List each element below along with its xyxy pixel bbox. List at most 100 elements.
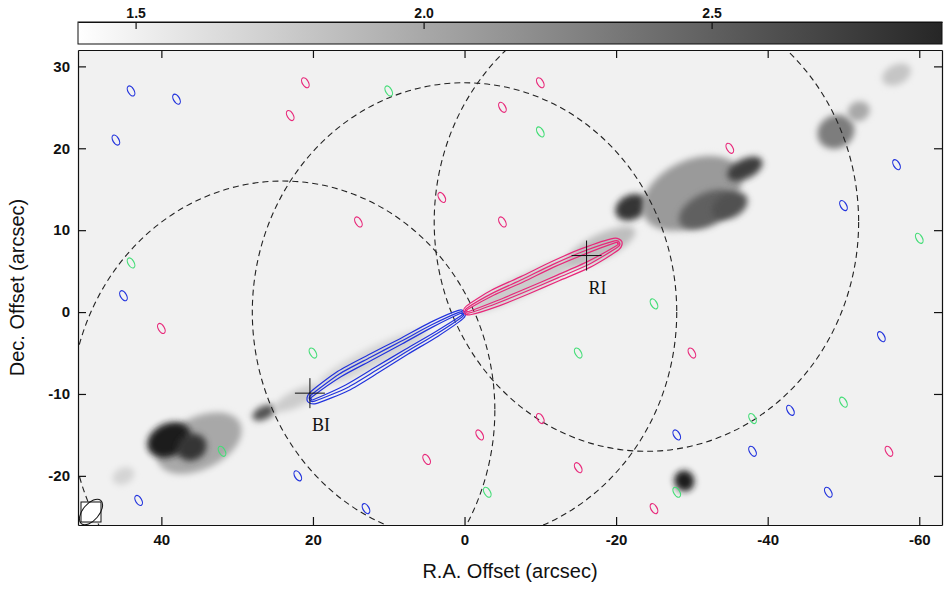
tick-mark	[161, 50, 162, 58]
tick	[934, 394, 942, 395]
lobe-contour	[464, 238, 622, 315]
lobe-contour	[307, 310, 465, 404]
noise-contour	[497, 101, 508, 114]
noise-contour	[573, 461, 584, 474]
tick-label: -10	[48, 385, 70, 402]
emission-knot	[630, 141, 754, 246]
tick-label: 0	[62, 303, 70, 320]
tick	[161, 50, 162, 58]
tick-mark	[934, 312, 942, 313]
tick	[465, 50, 466, 58]
x-axis-title: R.A. Offset (arcsec)	[422, 560, 597, 582]
tick-mark	[934, 476, 942, 477]
marker-label: BI	[312, 415, 330, 435]
emission-knot	[562, 219, 641, 274]
noise-contour	[649, 298, 660, 311]
axis-line	[942, 51, 943, 526]
axis: 1.52.02.5	[79, 5, 943, 29]
beam-box	[81, 502, 101, 522]
axis: -20 -10 0 10 20 30	[48, 51, 86, 526]
tick: -20	[48, 467, 86, 484]
tick	[616, 50, 617, 58]
tick-mark	[768, 517, 769, 525]
tick-label: 20	[305, 531, 322, 548]
noise-contour	[671, 486, 682, 499]
noise-contour	[474, 429, 485, 442]
noise-contour	[171, 93, 182, 106]
marker-cross	[586, 241, 587, 271]
emission-knot	[844, 98, 873, 126]
tick-mark	[934, 394, 942, 395]
tick: 30	[53, 58, 86, 75]
noise-contour	[482, 486, 493, 499]
tick	[934, 476, 942, 477]
tick: 10	[53, 221, 86, 238]
axis	[934, 51, 943, 526]
noise-contour	[285, 109, 296, 122]
tick-mark	[136, 22, 137, 29]
tick	[934, 66, 942, 67]
tick-label: 2.5	[702, 5, 722, 21]
emission-knot	[110, 464, 138, 489]
tick-mark	[768, 50, 769, 58]
lobe-contour	[309, 312, 464, 402]
noise-contour	[671, 429, 682, 442]
noise-contour	[724, 142, 735, 155]
marker-cross	[309, 378, 310, 408]
tick-label: -40	[757, 531, 779, 548]
noise-contour	[292, 470, 303, 483]
tick	[313, 50, 314, 58]
tick: 0	[62, 303, 86, 320]
tick-mark	[934, 230, 942, 231]
noise-contour	[497, 216, 508, 229]
noise-contour	[421, 453, 432, 466]
plot-area	[78, 50, 942, 525]
marker-label: RI	[589, 278, 607, 298]
tick-mark	[424, 22, 425, 29]
tick: 2.0	[414, 5, 434, 29]
tick-label: -20	[48, 467, 70, 484]
noise-contour	[573, 347, 584, 360]
noise-contour	[838, 396, 849, 409]
axis-line	[79, 22, 943, 23]
tick-mark	[78, 66, 86, 67]
figure: BIRI40200-20-40-60-20-100102030R.A. Offs…	[0, 0, 950, 590]
tick-label: 20	[53, 140, 70, 157]
tick	[934, 312, 942, 313]
tick-label: 10	[53, 221, 70, 238]
tick-mark	[711, 22, 712, 29]
noise-contour	[687, 347, 698, 360]
noise-contour	[876, 330, 887, 343]
tick-mark	[616, 517, 617, 525]
emission-knot	[466, 249, 584, 320]
tick-mark	[616, 50, 617, 58]
tick: -20	[606, 517, 628, 548]
lobe-contour	[466, 242, 618, 312]
field-circle	[252, 83, 676, 525]
axis-line	[79, 525, 943, 526]
noise-contour	[308, 347, 319, 360]
noise-contour	[914, 232, 925, 245]
tick-mark	[313, 517, 314, 525]
noise-contour	[891, 158, 902, 171]
noise-contour	[535, 126, 546, 139]
tick	[919, 50, 920, 58]
tick: 20	[53, 140, 86, 157]
lobe-contour	[310, 313, 462, 400]
tick-mark	[78, 230, 86, 231]
tick-mark	[919, 517, 920, 525]
tick: -40	[757, 517, 779, 548]
noise-contour	[118, 289, 129, 302]
tick-mark	[78, 312, 86, 313]
tick-mark	[464, 50, 465, 58]
field-circle	[78, 181, 495, 525]
tick: -60	[909, 517, 931, 548]
noise-contour	[361, 502, 372, 515]
tick	[934, 230, 942, 231]
tick-mark	[919, 50, 920, 58]
tick-label: -20	[606, 531, 628, 548]
noise-contour	[133, 494, 144, 507]
noise-contour	[884, 445, 895, 458]
tick-mark	[464, 517, 465, 525]
tick-mark	[934, 66, 942, 67]
